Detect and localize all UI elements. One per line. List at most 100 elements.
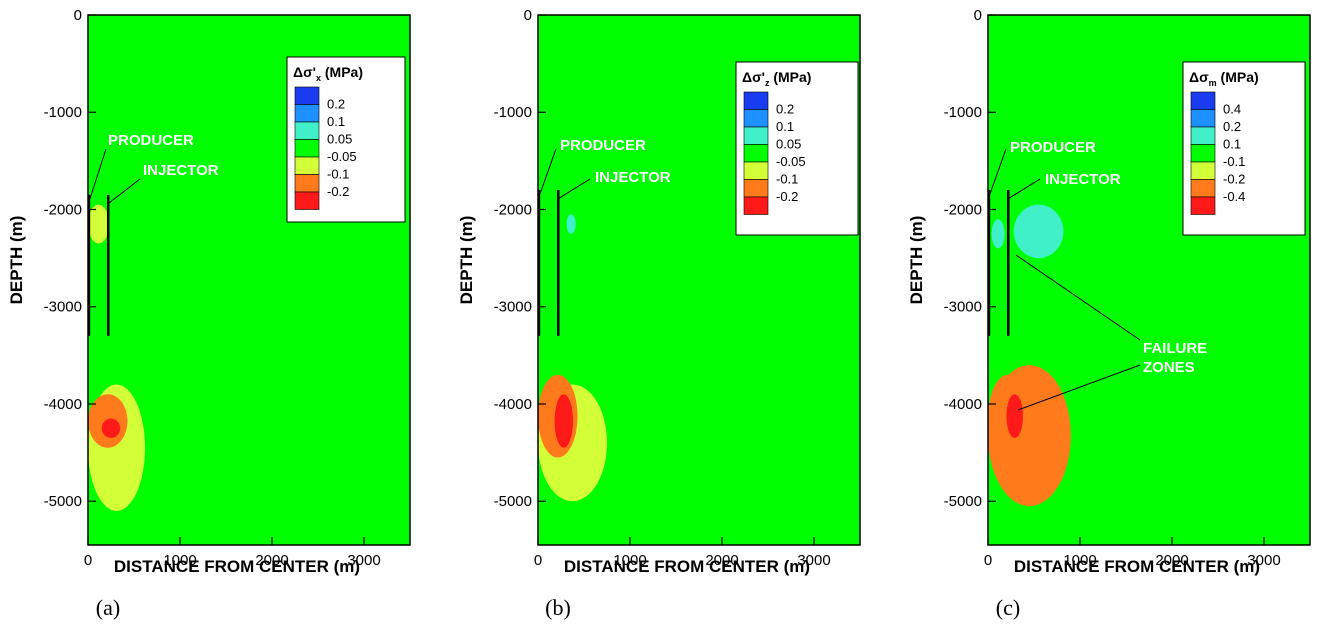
legend-swatch	[294, 174, 320, 193]
plot-frame	[987, 14, 1311, 546]
y-tick-label: -3000	[44, 299, 82, 316]
legend-swatch	[1190, 179, 1216, 198]
legend-level-label: -0.05	[776, 154, 806, 169]
legend-level-label: 0.1	[1223, 137, 1241, 152]
x-axis-title: DISTANCE FROM CENTER (m)	[1014, 557, 1260, 576]
x-tick-label: 0	[534, 552, 542, 569]
x-tick-label: 3000	[1247, 552, 1280, 569]
x-tick-label: 3000	[347, 552, 380, 569]
panel-label: (b)	[545, 595, 571, 620]
y-tick-label: -4000	[494, 396, 532, 413]
legend: Δσm (MPa) 0.4 0.2 0.1 -0.1 -0.2 -0.4	[1182, 61, 1306, 236]
legend-swatch	[1190, 126, 1216, 145]
legend-swatch	[743, 179, 769, 198]
annotation-producer: PRODUCER	[108, 132, 194, 149]
legend-level-label: -0.1	[1223, 154, 1245, 169]
legend-swatch	[743, 144, 769, 163]
y-tick-label: -5000	[944, 493, 982, 510]
producer-leader	[89, 148, 107, 200]
x-tick-label: 1000	[613, 552, 646, 569]
legend-level-label: -0.1	[327, 167, 349, 182]
x-axis-title: DISTANCE FROM CENTER (m)	[564, 557, 810, 576]
y-tick-label: -1000	[944, 104, 982, 121]
legend-swatch	[743, 91, 769, 110]
legend-level-label: 0.2	[776, 102, 794, 117]
legend-swatch	[294, 86, 320, 105]
y-tick-label: -2000	[44, 201, 82, 218]
legend-level-label: -0.4	[1223, 189, 1245, 204]
injector-leader	[558, 178, 591, 199]
legend-title: Δσm (MPa)	[1189, 69, 1259, 88]
panel-label: (a)	[96, 595, 120, 620]
legend-level-label: -0.2	[327, 184, 349, 199]
stress-zone	[88, 204, 110, 244]
stress-zone	[991, 219, 1005, 249]
legend-swatch	[1190, 91, 1216, 110]
legend-swatch	[743, 196, 769, 215]
legend-level-label: -0.1	[776, 172, 798, 187]
stress-zone	[1006, 394, 1023, 439]
injector-leader	[108, 178, 141, 204]
x-tick-label: 2000	[1155, 552, 1188, 569]
legend: Δσ'x (MPa) 0.2 0.1 0.05 -0.05 -0.1 -0.2	[286, 56, 406, 223]
panel-label: (c)	[996, 595, 1020, 620]
y-tick-label: 0	[74, 7, 82, 24]
y-axis-title: DEPTH (m)	[7, 216, 26, 305]
y-tick-label: -1000	[44, 104, 82, 121]
legend-swatch	[743, 161, 769, 180]
x-tick-label: 1000	[1063, 552, 1096, 569]
x-tick-label: 2000	[255, 552, 288, 569]
y-axis-title: DEPTH (m)	[457, 216, 476, 305]
plot-frame	[537, 14, 861, 546]
x-tick-label: 3000	[797, 552, 830, 569]
y-tick-label: -5000	[44, 493, 82, 510]
legend-swatch	[294, 156, 320, 175]
y-tick-label: -4000	[44, 396, 82, 413]
legend-swatch	[294, 139, 320, 158]
annotation-producer: PRODUCER	[1010, 139, 1096, 156]
legend-swatch	[1190, 196, 1216, 215]
legend-level-label: 0.1	[327, 114, 345, 129]
x-tick-label: 0	[984, 552, 992, 569]
legend-swatch	[294, 104, 320, 123]
legend-level-label: 0.05	[776, 137, 801, 152]
legend-swatch	[294, 191, 320, 210]
annotation-failure: FAILURE	[1143, 340, 1207, 357]
legend-level-label: 0.4	[1223, 102, 1241, 117]
legend-level-label: 0.1	[776, 119, 794, 134]
producer-leader	[989, 148, 1007, 195]
legend-title: Δσ'z (MPa)	[742, 69, 811, 88]
y-tick-label: -3000	[944, 299, 982, 316]
y-tick-label: -1000	[494, 104, 532, 121]
legend-level-label: -0.2	[776, 189, 798, 204]
y-tick-label: 0	[974, 7, 982, 24]
y-tick-label: 0	[524, 7, 532, 24]
legend: Δσ'z (MPa) 0.2 0.1 0.05 -0.05 -0.1 -0.2	[735, 61, 859, 236]
legend-title: Δσ'x (MPa)	[293, 64, 363, 83]
x-axis-title: DISTANCE FROM CENTER (m)	[114, 557, 360, 576]
stress-zone	[566, 214, 576, 234]
annotation-injector: INJECTOR	[595, 169, 671, 186]
y-tick-label: -4000	[944, 396, 982, 413]
legend-level-label: 0.2	[327, 97, 345, 112]
x-tick-label: 2000	[705, 552, 738, 569]
annotation-producer: PRODUCER	[560, 137, 646, 154]
stress-zone	[1013, 204, 1064, 259]
y-tick-label: -2000	[494, 201, 532, 218]
annotation-zones: ZONES	[1143, 359, 1195, 376]
legend-swatch	[1190, 161, 1216, 180]
stress-zone	[101, 418, 121, 439]
y-tick-label: -3000	[494, 299, 532, 316]
legend-swatch	[294, 121, 320, 140]
legend-swatch	[743, 109, 769, 128]
plot-frame	[87, 14, 411, 546]
y-tick-label: -5000	[494, 493, 532, 510]
failure-leader-lower	[1017, 364, 1141, 411]
legend-level-label: -0.05	[327, 149, 357, 164]
annotation-injector: INJECTOR	[143, 162, 219, 179]
x-tick-label: 0	[84, 552, 92, 569]
